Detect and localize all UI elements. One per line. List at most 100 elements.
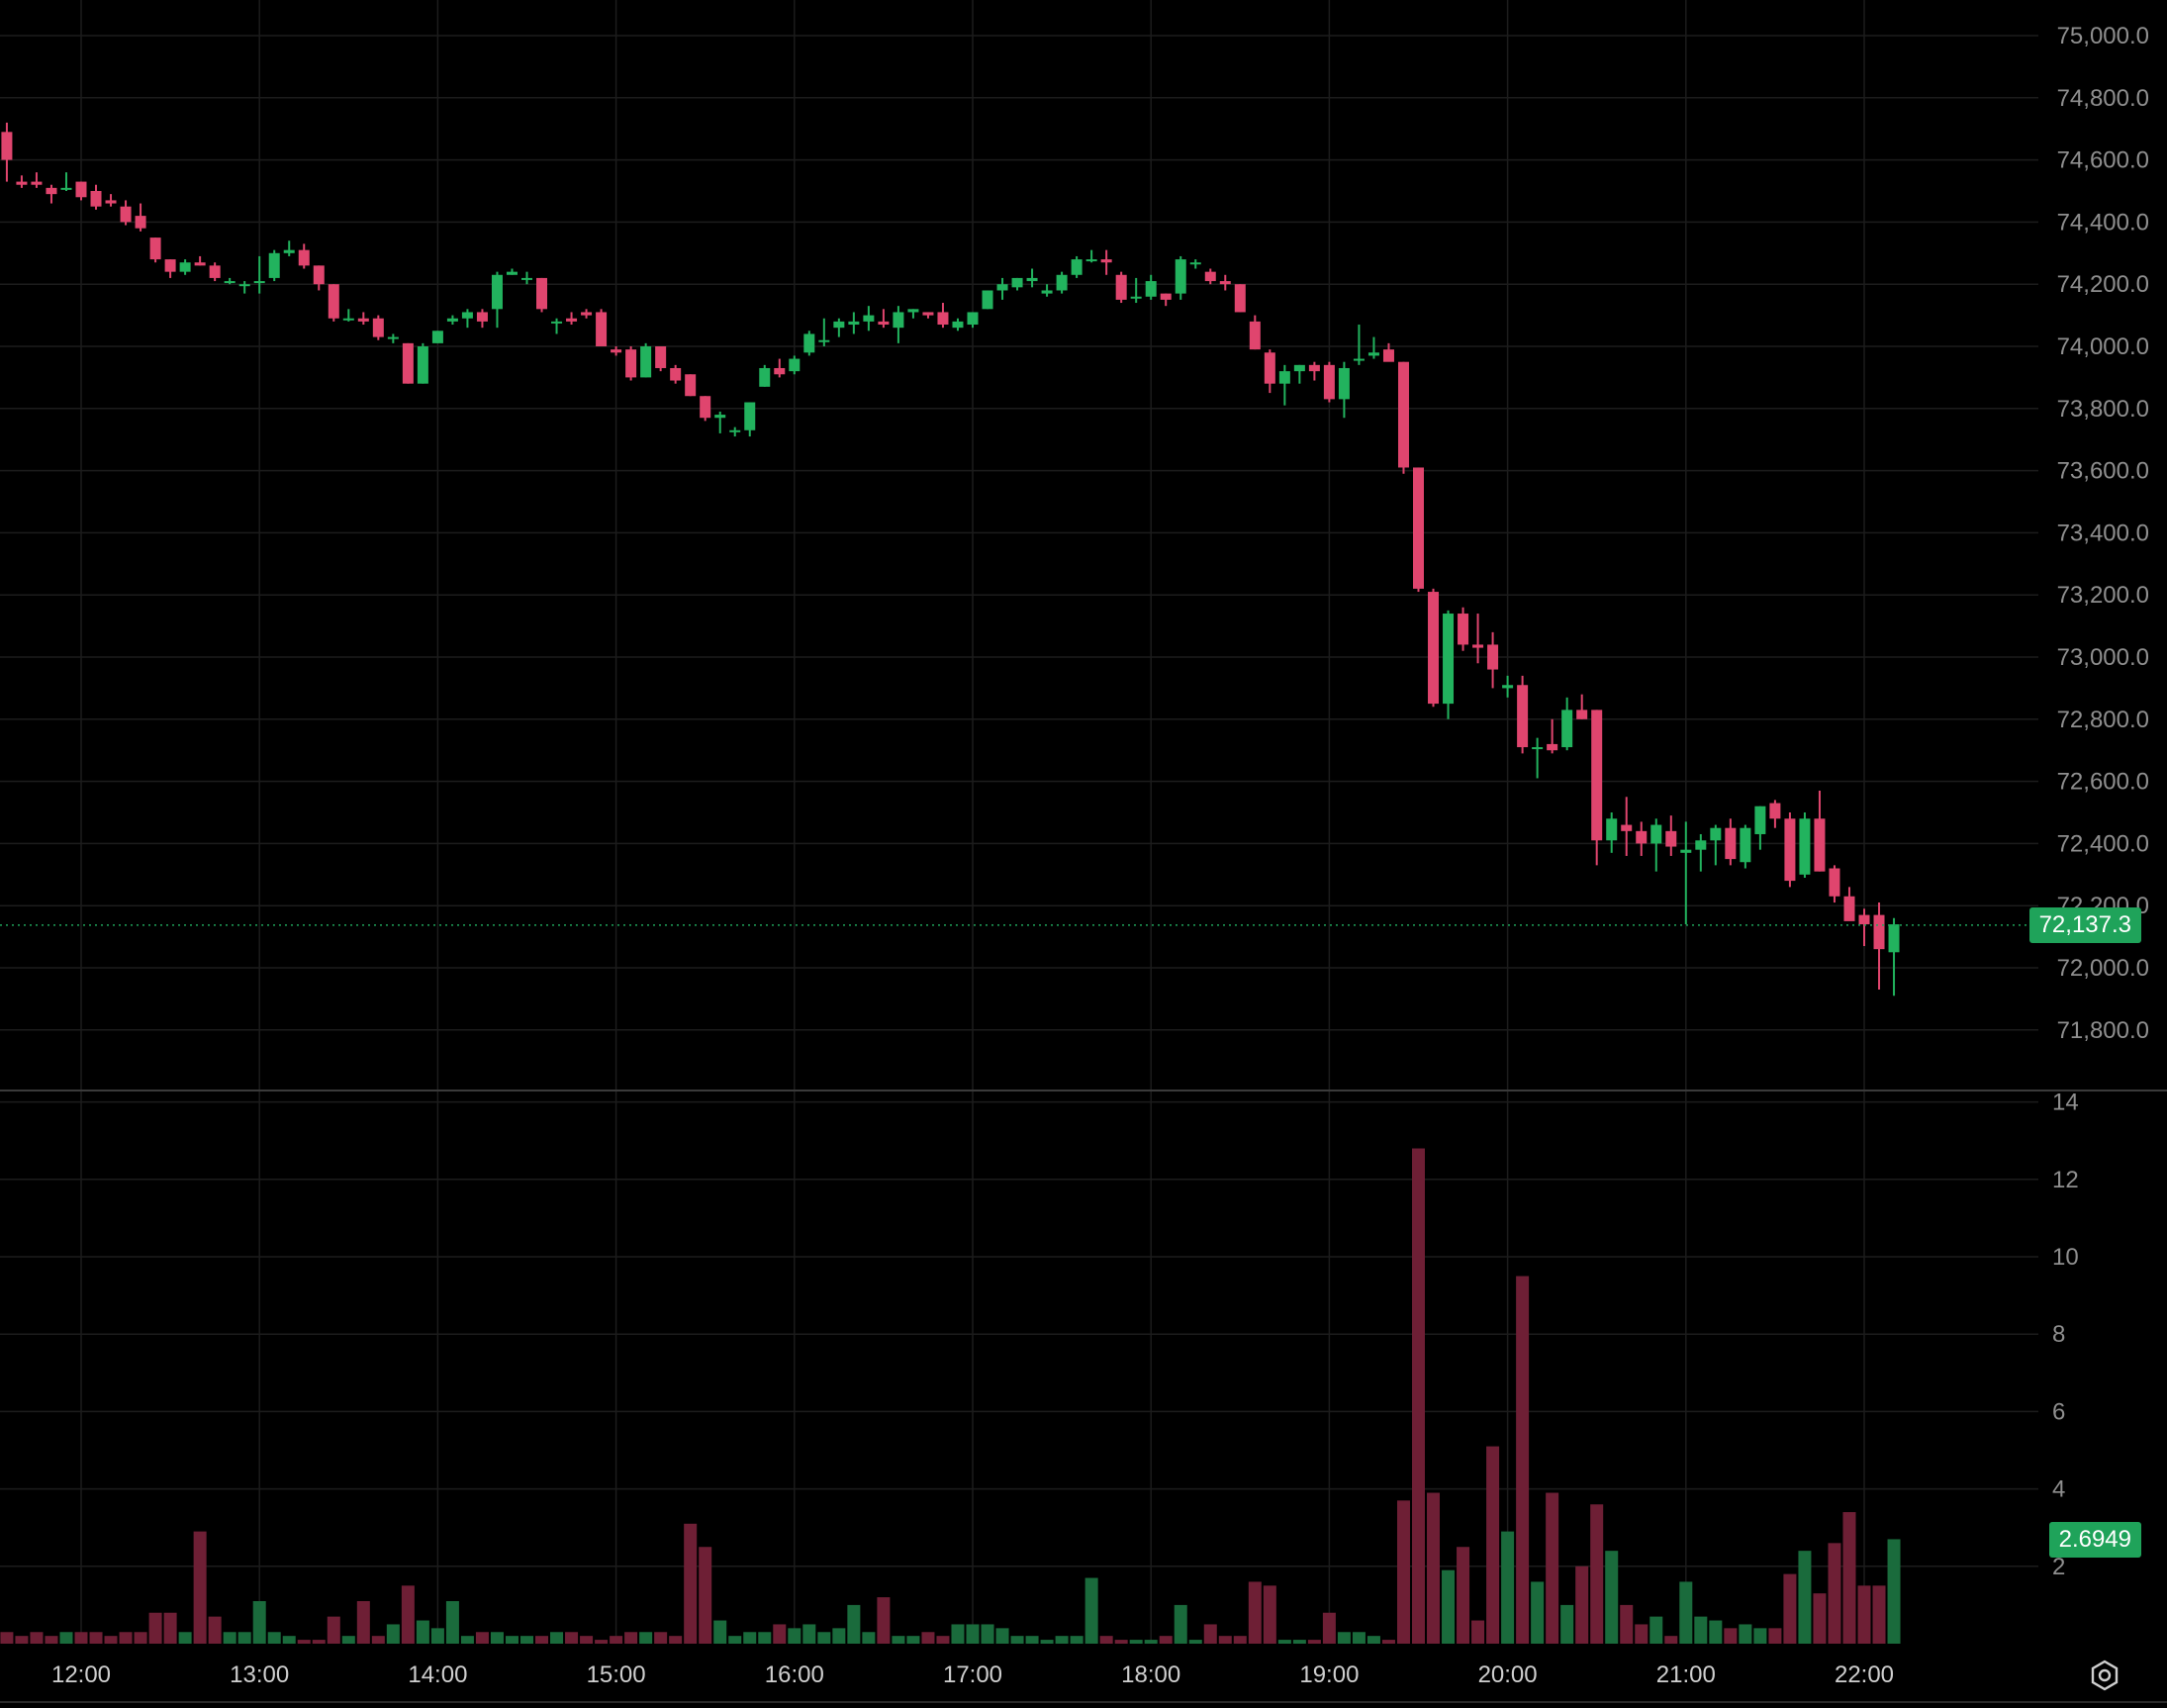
- price-tick-label: 72,000.0: [2057, 955, 2149, 982]
- volume-bar: [1753, 1628, 1767, 1644]
- candle-body: [1888, 924, 1900, 953]
- candle-body: [1397, 361, 1409, 468]
- volume-bar: [906, 1636, 920, 1644]
- volume-bar: [386, 1624, 400, 1644]
- candle-body: [209, 265, 221, 278]
- candle-body: [1873, 914, 1885, 950]
- volume-bar: [1248, 1581, 1262, 1644]
- volume-bar: [445, 1600, 459, 1644]
- candle-body: [75, 181, 87, 198]
- volume-bar: [282, 1636, 296, 1644]
- volume-bar: [1292, 1640, 1306, 1644]
- volume-bar: [401, 1585, 415, 1644]
- volume-bar: [580, 1636, 594, 1644]
- volume-bar: [460, 1636, 474, 1644]
- price-axis: 75,000.0 74,800.0 74,600.0 74,400.0 74,200.0…: [2057, 23, 2149, 1044]
- volume-bar: [1783, 1573, 1797, 1644]
- candle-body: [878, 321, 890, 326]
- candle-body: [431, 331, 443, 343]
- volume-bar: [1457, 1547, 1470, 1644]
- time-tick-label: 19:00: [1299, 1661, 1359, 1688]
- volume-bar: [550, 1632, 564, 1644]
- volume-bar: [1203, 1624, 1217, 1644]
- volume-bar: [713, 1620, 727, 1644]
- chart-settings-button[interactable]: [2086, 1657, 2123, 1694]
- volume-bar: [1516, 1276, 1530, 1644]
- price-tick-label: 72,400.0: [2057, 830, 2149, 857]
- candle-body: [1487, 644, 1499, 670]
- volume-bar: [1590, 1504, 1604, 1644]
- volume-bar: [1396, 1500, 1410, 1644]
- candle-body: [164, 259, 176, 272]
- candle-body: [60, 187, 72, 190]
- volume-bar: [341, 1636, 355, 1644]
- time-tick-label: 20:00: [1478, 1661, 1538, 1688]
- volume-bar: [1381, 1640, 1395, 1644]
- candle-body: [1814, 818, 1826, 872]
- volume-bar: [1084, 1577, 1098, 1644]
- candle-body: [1443, 614, 1455, 705]
- candle-body: [655, 346, 667, 368]
- volume-tick-label: 14: [2052, 1090, 2079, 1116]
- candle-body: [31, 181, 43, 185]
- candle-body: [1606, 818, 1618, 841]
- candle-body: [357, 318, 369, 322]
- candle-body: [1665, 830, 1677, 847]
- volume-bar: [505, 1636, 518, 1644]
- volume-bar: [669, 1636, 683, 1644]
- candle-body: [1829, 868, 1840, 897]
- candle-body: [982, 290, 993, 310]
- volume-bar: [1857, 1585, 1871, 1644]
- volume-bar: [1560, 1604, 1574, 1644]
- last-price-badge: 72,137.3: [2028, 906, 2141, 943]
- time-tick-label: 13:00: [230, 1661, 289, 1688]
- candle-body: [1428, 592, 1440, 705]
- volume-bar: [30, 1632, 44, 1644]
- candle-body: [1576, 710, 1588, 719]
- candle-body: [1502, 685, 1514, 689]
- time-tick-label: 14:00: [408, 1661, 467, 1688]
- candle-body: [922, 312, 934, 316]
- volume-bar: [1486, 1446, 1500, 1644]
- candle-body: [298, 249, 310, 266]
- volume-bar: [788, 1628, 801, 1644]
- volume-bar: [178, 1632, 192, 1644]
- volume-bar: [1649, 1616, 1663, 1644]
- time-tick-label: 21:00: [1656, 1661, 1716, 1688]
- candle-body: [1458, 614, 1469, 645]
- candle-body: [1561, 710, 1573, 748]
- candle-body: [937, 312, 949, 326]
- volume-bar: [1546, 1492, 1559, 1644]
- volume-bar: [1842, 1512, 1856, 1644]
- volume-bar: [1277, 1640, 1291, 1644]
- volume-bar: [119, 1632, 133, 1644]
- volume-bar: [981, 1624, 994, 1644]
- candle-body: [1264, 352, 1275, 384]
- volume-bar: [862, 1632, 876, 1644]
- volume-bar: [1129, 1640, 1143, 1644]
- candle-body: [446, 318, 458, 322]
- volume-bar: [1040, 1640, 1054, 1644]
- volume-tick-label: 8: [2052, 1321, 2065, 1348]
- candle-body: [1725, 827, 1737, 860]
- candle-body: [1085, 259, 1097, 262]
- volume-bar: [475, 1632, 489, 1644]
- candle-body: [1130, 296, 1142, 299]
- volume-bar: [847, 1604, 861, 1644]
- volume-bar: [610, 1636, 623, 1644]
- volume-bar: [1055, 1636, 1069, 1644]
- candle-body: [625, 349, 637, 378]
- candle-body: [46, 187, 57, 195]
- volume-bar: [1010, 1636, 1024, 1644]
- volume-bar: [877, 1597, 891, 1644]
- candle-body: [640, 346, 652, 378]
- candle-body: [1026, 277, 1038, 282]
- volume-bar: [684, 1523, 698, 1644]
- volume-bar: [208, 1616, 222, 1644]
- price-tick-label: 75,000.0: [2057, 23, 2149, 49]
- volume-bar: [743, 1632, 757, 1644]
- volume-bar: [624, 1632, 638, 1644]
- time-tick-label: 12:00: [51, 1661, 111, 1688]
- volume-bar: [104, 1636, 118, 1644]
